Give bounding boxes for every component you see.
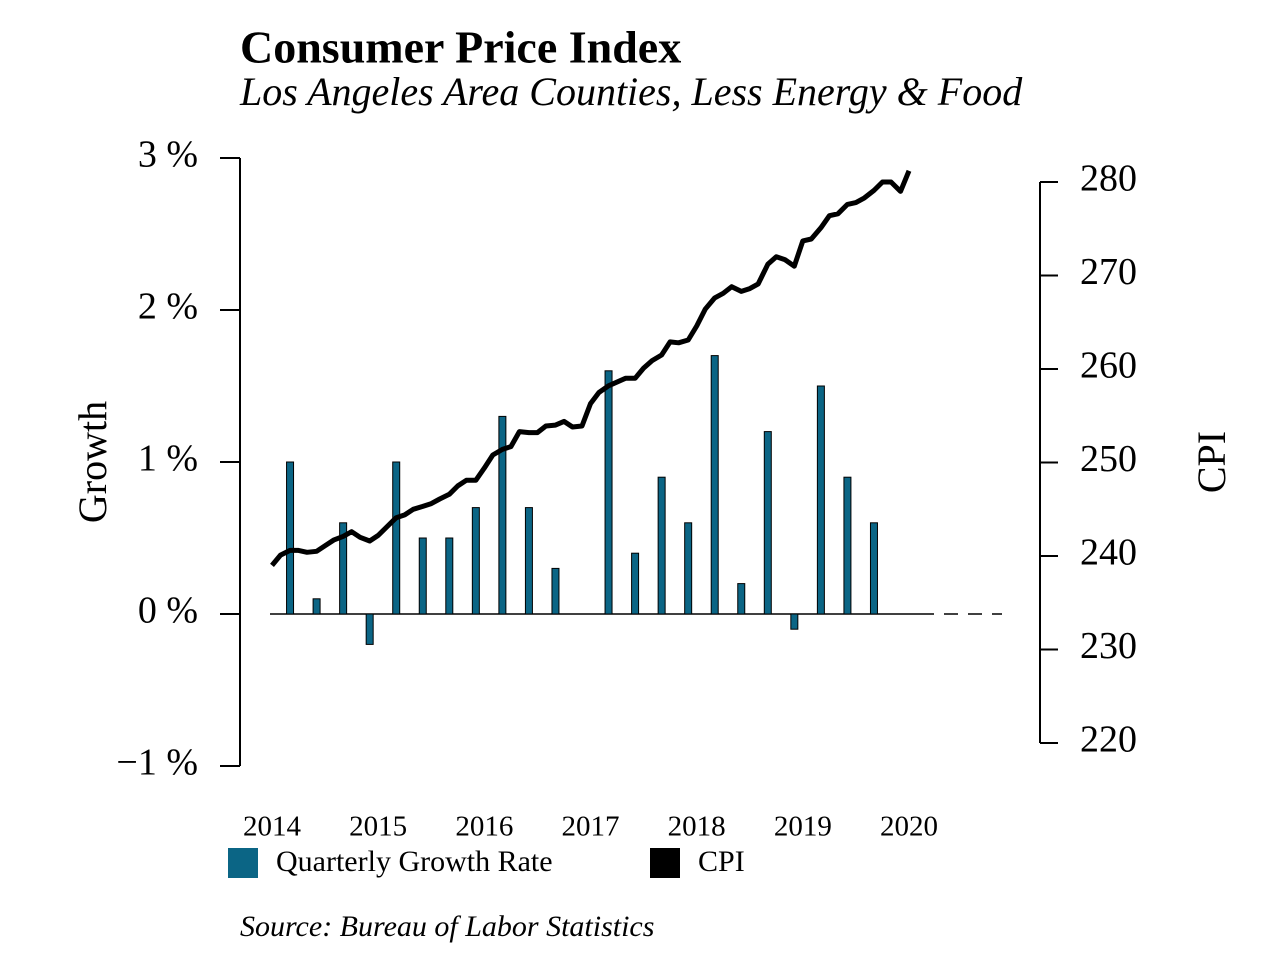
y-tick-label: 0 % bbox=[138, 590, 198, 632]
chart-subtitle: Los Angeles Area Counties, Less Energy &… bbox=[239, 69, 1023, 114]
chart-title: Consumer Price Index bbox=[240, 22, 681, 73]
y2-axis-label: CPI bbox=[1189, 431, 1234, 493]
bar bbox=[869, 522, 878, 615]
legend-swatch bbox=[650, 848, 680, 878]
x-tick-label: 2015 bbox=[349, 811, 407, 843]
y-tick-label: −1 % bbox=[116, 742, 198, 784]
x-tick-label: 2014 bbox=[243, 811, 302, 843]
legend-label: Quarterly Growth Rate bbox=[276, 845, 553, 878]
bar bbox=[498, 415, 507, 615]
y2-tick-label: 260 bbox=[1080, 345, 1137, 387]
x-tick-label: 2018 bbox=[668, 811, 726, 843]
y2-tick-label: 270 bbox=[1080, 251, 1137, 293]
bar bbox=[392, 461, 401, 615]
y2-tick-label: 240 bbox=[1080, 532, 1137, 574]
x-tick-label: 2020 bbox=[880, 811, 938, 843]
bar bbox=[339, 522, 348, 615]
bar bbox=[763, 431, 772, 615]
cpi-line bbox=[270, 169, 912, 567]
bar bbox=[737, 583, 746, 615]
bar bbox=[790, 613, 799, 630]
bar bbox=[710, 355, 719, 615]
y-tick-label: 1 % bbox=[138, 438, 198, 480]
bar bbox=[471, 507, 480, 615]
x-tick-label: 2017 bbox=[562, 811, 620, 843]
bar bbox=[843, 476, 852, 615]
bar bbox=[445, 537, 454, 615]
bar bbox=[657, 476, 666, 615]
bar bbox=[604, 370, 613, 615]
y-axis-label: Growth bbox=[70, 401, 115, 523]
legend-swatch bbox=[228, 848, 258, 878]
bar bbox=[816, 385, 825, 615]
y-tick-label: 3 % bbox=[138, 134, 198, 176]
bar bbox=[631, 552, 640, 615]
bar bbox=[684, 522, 693, 615]
bar bbox=[551, 567, 560, 615]
x-tick-label: 2019 bbox=[774, 811, 832, 843]
bar bbox=[312, 598, 321, 615]
y2-tick-label: 280 bbox=[1080, 158, 1137, 200]
y2-tick-label: 250 bbox=[1080, 438, 1137, 480]
source-note: Source: Bureau of Labor Statistics bbox=[240, 910, 654, 943]
y2-tick-label: 230 bbox=[1080, 625, 1137, 667]
x-tick-label: 2016 bbox=[455, 811, 513, 843]
bar bbox=[286, 461, 295, 615]
y2-tick-label: 220 bbox=[1080, 719, 1137, 761]
bar bbox=[365, 613, 374, 645]
bar bbox=[524, 507, 533, 615]
legend-label: CPI bbox=[698, 845, 745, 878]
y-tick-label: 2 % bbox=[138, 286, 198, 328]
bar bbox=[418, 537, 427, 615]
